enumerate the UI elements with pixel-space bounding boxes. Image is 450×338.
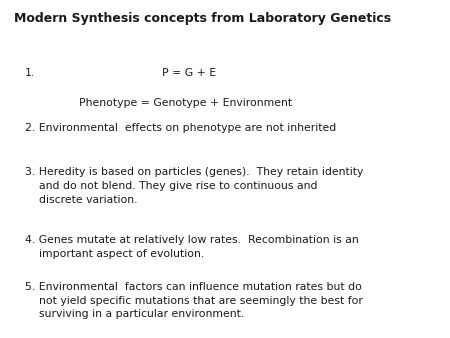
Text: 4. Genes mutate at relatively low rates.  Recombination is an
    important aspe: 4. Genes mutate at relatively low rates.… <box>25 235 359 259</box>
Text: 3. Heredity is based on particles (genes).  They retain identity
    and do not : 3. Heredity is based on particles (genes… <box>25 167 363 204</box>
Text: Phenotype = Genotype + Environment: Phenotype = Genotype + Environment <box>79 98 292 108</box>
Text: 1.: 1. <box>25 68 35 78</box>
Text: Modern Synthesis concepts from Laboratory Genetics: Modern Synthesis concepts from Laborator… <box>14 12 391 25</box>
Text: 5. Environmental  factors can influence mutation rates but do
    not yield spec: 5. Environmental factors can influence m… <box>25 282 363 319</box>
Text: 2. Environmental  effects on phenotype are not inherited: 2. Environmental effects on phenotype ar… <box>25 123 336 134</box>
Text: P = G + E: P = G + E <box>162 68 216 78</box>
